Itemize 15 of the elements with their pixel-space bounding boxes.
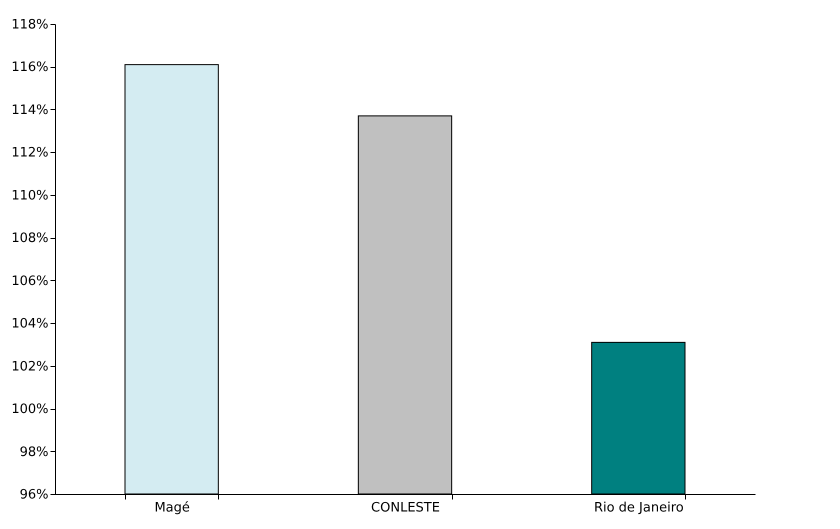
x-tick-label: Magé — [154, 500, 190, 516]
y-tick-label: 112% — [11, 146, 48, 161]
y-tick-label: 110% — [11, 188, 48, 204]
y-tick-label: 98% — [20, 444, 48, 460]
y-tick-label: 106% — [11, 274, 48, 289]
x-tick-label: Rio de Janeiro — [594, 500, 684, 516]
y-tick-label: 104% — [11, 316, 48, 332]
y-tick-label: 102% — [11, 359, 48, 374]
y-tick-label: 114% — [11, 102, 48, 118]
y-tick-label: 100% — [11, 402, 48, 418]
x-tick-label: CONLESTE — [371, 500, 440, 516]
y-tick-label: 96% — [20, 488, 48, 502]
y-tick-label: 116% — [11, 60, 48, 76]
y-tick-label: 118% — [11, 18, 48, 32]
y-tick-label: 108% — [11, 231, 48, 246]
